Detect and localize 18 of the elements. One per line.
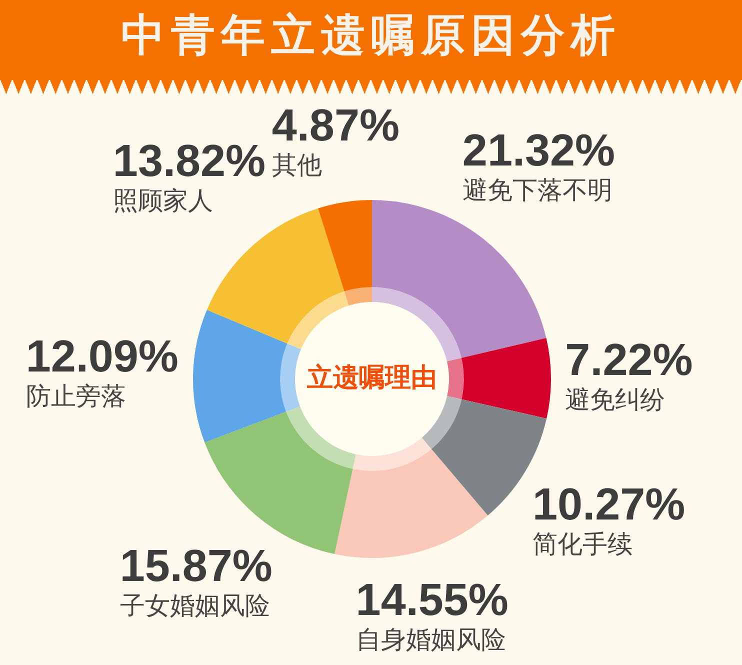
slice-label: 避免下落不明 — [462, 175, 612, 204]
data-label: 4.87% — [272, 99, 400, 150]
slice-label: 照顾家人 — [112, 186, 213, 215]
data-label: 14.55% — [356, 574, 508, 626]
data-label: 21.32% — [462, 124, 616, 176]
slice-label: 其他 — [272, 150, 322, 180]
slice-label: 子女婚姻风险 — [120, 590, 270, 620]
slice-label: 避免纠纷 — [565, 384, 666, 414]
slice-label: 自身婚姻风险 — [356, 625, 506, 654]
chart-title: 中青年立遗嘱原因分析 — [120, 9, 622, 63]
data-label: 12.09% — [26, 330, 178, 382]
slice-label: 防止旁落 — [26, 381, 126, 410]
text: 立遗嘱理由 — [306, 362, 437, 393]
data-label: 13.82% — [112, 134, 266, 186]
slice-label: 简化手续 — [532, 530, 633, 559]
data-label: 10.27% — [532, 478, 686, 530]
data-label: 7.22% — [565, 334, 693, 385]
data-label: 15.87% — [120, 540, 272, 591]
